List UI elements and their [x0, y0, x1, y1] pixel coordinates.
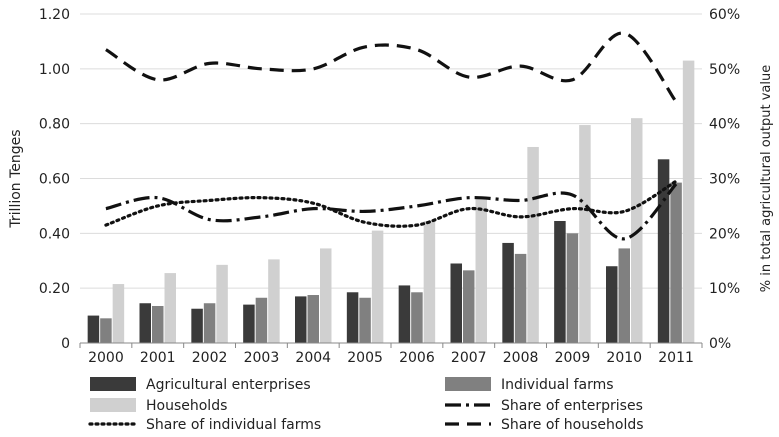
bar-2-8 — [527, 146, 539, 343]
y-tick-label: 0.60 — [39, 172, 70, 188]
y-tick-label: 0.40 — [39, 226, 70, 242]
bar-1-5 — [359, 297, 371, 343]
x-tick-label: 2002 — [192, 350, 228, 366]
legend-label: Individual farms — [501, 377, 614, 393]
line-series-1 — [104, 179, 678, 228]
x-tick-label: 2004 — [295, 350, 331, 366]
bar-0-9 — [554, 220, 566, 343]
bar-1-8 — [514, 253, 527, 343]
legend-label: Share of individual farms — [146, 417, 321, 433]
y-axis-title: Trillion Tenges — [8, 129, 24, 228]
y2-tick-label: 40% — [709, 117, 740, 133]
share-lines — [104, 31, 678, 241]
legend-label: Share of enterprises — [501, 398, 643, 414]
x-tick-label: 2010 — [606, 350, 642, 366]
gridlines — [80, 13, 702, 289]
y-tick-label: 0.80 — [39, 117, 70, 133]
bar-1-9 — [566, 233, 579, 343]
axes — [79, 342, 703, 348]
bar-1-0 — [100, 318, 112, 343]
bar-0-7 — [450, 263, 462, 343]
y-tick-label: 1.20 — [39, 7, 70, 23]
bar-2-5 — [371, 230, 384, 343]
legend-label: Agricultural enterprises — [146, 377, 311, 393]
bar-2-2 — [216, 264, 228, 343]
line-series-0 — [105, 182, 678, 241]
bar-2-11 — [682, 60, 695, 343]
legend: Agricultural enterprises Individual farms… — [88, 377, 644, 433]
line-series-2 — [105, 31, 678, 103]
bar-1-10 — [618, 248, 630, 343]
x-tick-label: 2005 — [347, 350, 383, 366]
x-tick-label: 2009 — [555, 350, 591, 366]
y2-axis-title: % in total agricultural output value — [759, 65, 774, 292]
bar-1-1 — [152, 305, 164, 343]
y2-tick-label: 50% — [709, 62, 740, 78]
y2-tick-label: 30% — [709, 172, 740, 188]
x-tick-label: 2007 — [451, 350, 487, 366]
bar-0-2 — [191, 308, 203, 343]
bar-0-8 — [502, 242, 514, 343]
y2-tick-label: 0% — [709, 336, 731, 352]
x-tick-label: 2006 — [399, 350, 435, 366]
bar-0-3 — [243, 304, 255, 343]
bar-0-6 — [398, 285, 411, 343]
bar-1-7 — [463, 270, 475, 343]
bar-1-2 — [203, 303, 216, 343]
bar-1-4 — [307, 295, 319, 343]
y-tick-label: 1.00 — [39, 62, 70, 78]
x-tick-label: 2000 — [88, 350, 124, 366]
bar-1-3 — [255, 297, 268, 343]
bar-0-5 — [346, 292, 359, 343]
x-tick-label: 2001 — [140, 350, 176, 366]
bar-2-4 — [320, 248, 332, 343]
y2-tick-label: 20% — [709, 226, 740, 242]
legend-swatch-1 — [445, 377, 491, 391]
legend-swatch-0 — [90, 377, 136, 391]
bar-0-10 — [606, 266, 618, 343]
legend-label: Share of households — [501, 417, 644, 433]
y2-tick-label: 60% — [709, 7, 740, 23]
y-tick-label: 0.20 — [39, 281, 70, 297]
legend-swatch-2 — [90, 398, 136, 412]
bar-0-4 — [295, 296, 307, 343]
bar-0-1 — [139, 303, 151, 343]
bar-2-0 — [112, 284, 125, 343]
y2-tick-label: 10% — [709, 281, 740, 297]
legend-label: Households — [146, 398, 227, 414]
bar-2-1 — [164, 273, 176, 343]
bars — [87, 60, 695, 343]
bar-0-11 — [657, 159, 670, 343]
tick-labels: 0 0.20 0.40 0.60 0.80 1.00 1.20 0% 10% 20% 30% 40% 5… — [39, 7, 740, 366]
bar-2-6 — [423, 220, 436, 343]
x-tick-label: 2003 — [244, 350, 280, 366]
bar-2-7 — [475, 197, 487, 343]
y-tick-label: 0 — [61, 336, 70, 352]
bar-2-9 — [579, 125, 591, 343]
bar-1-11 — [670, 182, 682, 343]
bar-2-3 — [268, 259, 280, 343]
bar-1-6 — [411, 292, 423, 343]
bar-0-0 — [87, 315, 100, 343]
x-tick-label: 2008 — [503, 350, 539, 366]
x-tick-label: 2011 — [658, 350, 694, 366]
